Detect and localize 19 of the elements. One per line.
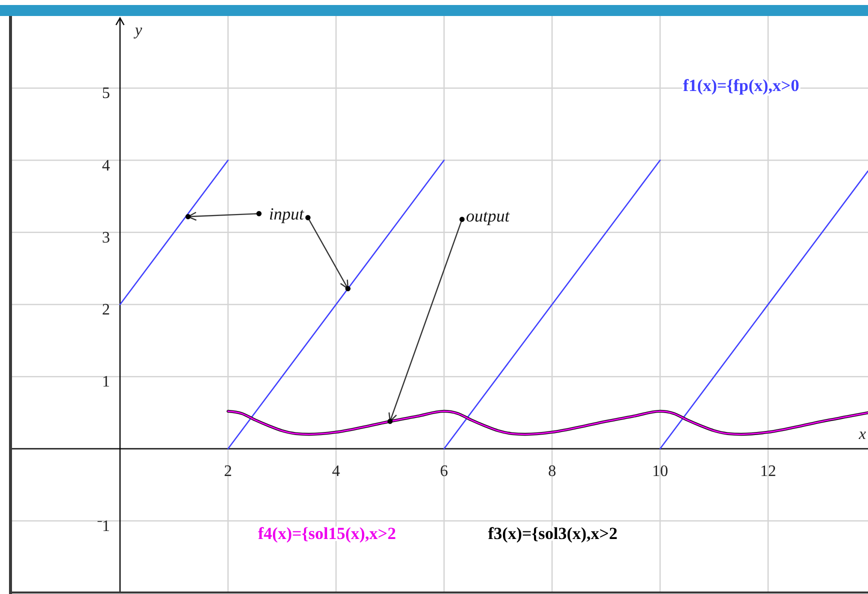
- text: f4(x)={sol15(x),x>2: [258, 524, 396, 543]
- annotation: output: [466, 206, 511, 226]
- y-tick-label: 4: [102, 157, 110, 174]
- x-tick-label: 12: [760, 462, 776, 480]
- y-tick-label: ⁻1: [97, 518, 110, 535]
- y-tick-label: 5: [102, 85, 110, 102]
- annotation: input: [268, 204, 306, 224]
- y-tick-label: 3: [102, 229, 110, 246]
- x-axis-title: x: [858, 426, 866, 443]
- x-tick-label: 2: [224, 462, 232, 480]
- x-tick-label: 6: [440, 462, 448, 480]
- y-axis-title: y: [133, 22, 144, 39]
- text: f3(x)={sol3(x),x>2: [488, 524, 618, 543]
- text: f1(x)={fp(x),x>0: [683, 76, 800, 95]
- x-tick-label: 10: [652, 462, 668, 480]
- x-tick-label: 4: [332, 462, 340, 480]
- y-tick-label: 2: [102, 302, 110, 318]
- x-tick-label: 8: [548, 462, 556, 480]
- y-tick-label: 1: [102, 374, 110, 391]
